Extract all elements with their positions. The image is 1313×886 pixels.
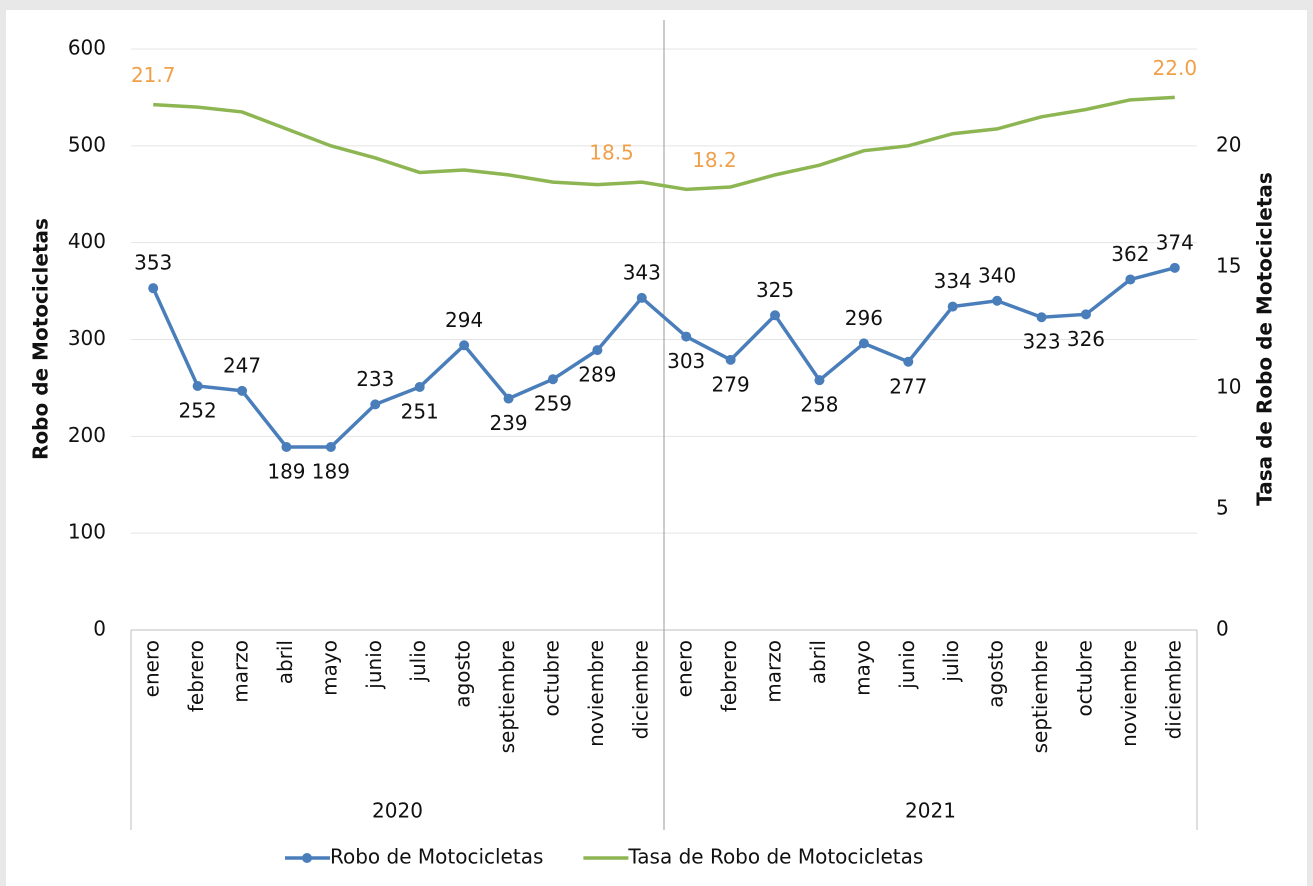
x-tick-label: febrero	[184, 640, 208, 712]
point	[237, 385, 248, 396]
x-tick-label: octubre	[539, 640, 563, 717]
point	[636, 292, 647, 303]
data-label: 340	[978, 263, 1016, 287]
x-tick-label: enero	[140, 640, 164, 697]
x-tick-label: junio	[362, 640, 386, 690]
x-tick-label: marzo	[762, 640, 786, 703]
data-label: 18.5	[589, 141, 634, 165]
line	[153, 95, 1175, 192]
y2-tick-label: 0	[1216, 617, 1229, 641]
data-label: 247	[223, 353, 261, 377]
point	[992, 295, 1003, 306]
x-tick-label: agosto	[984, 640, 1008, 708]
y2-tick-label: 15	[1216, 253, 1241, 277]
data-label: 233	[356, 367, 394, 391]
point	[281, 441, 292, 452]
data-label: 343	[623, 260, 661, 284]
x-tick-label: diciembre	[628, 640, 652, 739]
point	[1169, 262, 1180, 273]
data-label: 362	[1111, 242, 1149, 266]
data-label: 22.0	[1153, 56, 1198, 80]
data-label: 277	[889, 374, 927, 398]
data-label: 296	[845, 306, 883, 330]
line	[151, 266, 1176, 449]
y2-axis-title: Tasa de Robo de Motocicletas	[1253, 172, 1277, 506]
data-label: 21.7	[131, 63, 176, 87]
x-group-label: 2020	[372, 799, 423, 823]
point	[370, 399, 381, 410]
x-tick-label: noviembre	[584, 640, 608, 747]
data-label: 289	[578, 363, 616, 387]
point	[858, 338, 869, 349]
y2-tick-label: 10	[1216, 374, 1241, 398]
point	[592, 345, 603, 356]
point	[681, 331, 692, 342]
point	[903, 356, 914, 367]
data-label: 303	[667, 349, 705, 373]
data-label: 239	[489, 411, 527, 435]
data-label: 294	[445, 308, 483, 332]
data-label: 252	[179, 398, 217, 422]
x-tick-label: octubre	[1072, 640, 1096, 717]
point	[414, 381, 425, 392]
y-tick-label: 400	[68, 229, 106, 253]
data-label: 259	[534, 392, 572, 416]
point	[192, 380, 203, 391]
y-tick-label: 0	[93, 617, 106, 641]
y2-tick-label: 20	[1216, 132, 1241, 156]
x-tick-label: enero	[673, 640, 697, 697]
y-tick-label: 100	[68, 520, 106, 544]
x-tick-label: septiembre	[495, 640, 519, 753]
point	[459, 340, 470, 351]
y2-tick-label: 5	[1216, 495, 1229, 519]
point	[814, 375, 825, 386]
chart-area	[6, 10, 1307, 886]
point	[148, 283, 159, 294]
x-tick-label: abril	[806, 640, 830, 684]
data-label: 325	[756, 278, 794, 302]
data-label: 326	[1067, 327, 1105, 351]
legend-label: Tasa de Robo de Motocicletas	[627, 845, 923, 869]
y-tick-label: 200	[68, 423, 106, 447]
data-label: 279	[712, 372, 750, 396]
x-tick-label: septiembre	[1028, 640, 1052, 753]
y-tick-label: 300	[68, 326, 106, 350]
legend-marker	[302, 853, 312, 863]
x-tick-label: julio	[939, 640, 963, 683]
point	[770, 310, 781, 321]
y-axis-title: Robo de Motocicletas	[29, 218, 53, 460]
x-tick-label: febrero	[717, 640, 741, 712]
x-tick-label: diciembre	[1161, 640, 1185, 739]
x-tick-label: julio	[406, 640, 430, 683]
x-tick-label: marzo	[229, 640, 253, 703]
data-label: 334	[934, 269, 972, 293]
x-group-label: 2021	[905, 799, 956, 823]
point	[725, 354, 736, 365]
legend-label: Robo de Motocicletas	[330, 845, 543, 869]
data-label: 353	[134, 251, 172, 275]
point	[325, 441, 336, 452]
y-tick-label: 500	[68, 132, 106, 156]
data-label: 374	[1156, 230, 1194, 254]
point	[503, 393, 514, 404]
point	[547, 374, 558, 385]
x-tick-label: junio	[895, 640, 919, 690]
point	[1125, 274, 1136, 285]
y-tick-label: 600	[68, 36, 106, 60]
data-label: 189	[267, 459, 305, 483]
data-label: 251	[401, 399, 439, 423]
data-label: 258	[800, 393, 838, 417]
x-tick-label: agosto	[451, 640, 475, 708]
point	[947, 301, 958, 312]
data-label: 189	[312, 459, 350, 483]
point	[1080, 309, 1091, 320]
x-tick-label: mayo	[850, 640, 874, 696]
x-tick-label: mayo	[317, 640, 341, 696]
data-label: 323	[1022, 330, 1060, 354]
x-tick-label: noviembre	[1117, 640, 1141, 747]
point	[1036, 312, 1047, 323]
x-tick-label: abril	[273, 640, 297, 684]
data-label: 18.2	[692, 148, 737, 172]
